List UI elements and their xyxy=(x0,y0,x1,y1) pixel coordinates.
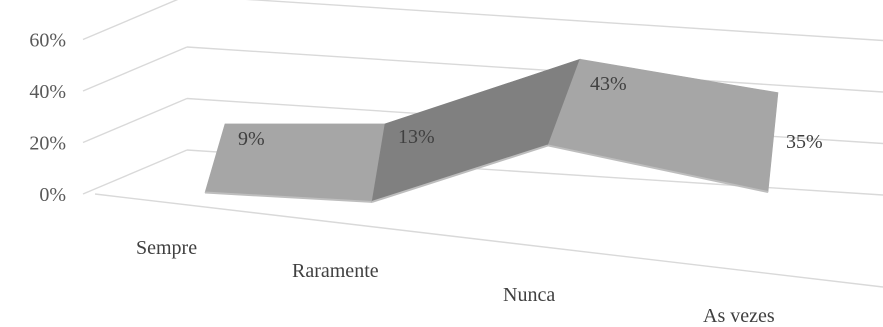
data-labels: 9% 13% 43% 35% xyxy=(238,73,823,153)
x-category-label: Nunca xyxy=(503,284,555,306)
data-label: 13% xyxy=(398,126,435,148)
x-category-label: Sempre xyxy=(136,237,197,259)
x-category-label: Raramente xyxy=(292,260,379,282)
y-tick-label: 20% xyxy=(29,133,66,155)
y-tick-label: 60% xyxy=(29,30,66,52)
data-label: 9% xyxy=(238,128,265,150)
ribbon-edge xyxy=(204,191,373,203)
gridline-side xyxy=(82,97,188,144)
gridline-side xyxy=(82,149,188,195)
y-axis-ticks: 0% 20% 40% 60% xyxy=(29,30,66,207)
gridline-side xyxy=(82,0,179,41)
ribbon-edge xyxy=(547,144,769,194)
category-labels: Sempre Raramente Nunca As vezes xyxy=(136,237,775,327)
x-category-label: As vezes xyxy=(703,305,775,327)
ribbon-segment xyxy=(204,123,386,203)
ribbon-edge xyxy=(371,144,549,203)
y-tick-label: 40% xyxy=(29,81,66,103)
y-tick-label: 0% xyxy=(39,184,66,206)
gridline-back xyxy=(245,0,883,42)
data-label: 35% xyxy=(786,131,823,153)
ribbon-segment xyxy=(547,58,779,193)
gridline-side xyxy=(82,46,188,92)
gridline-back xyxy=(186,46,883,93)
line-series xyxy=(204,58,779,203)
floor-front-edge xyxy=(94,193,883,288)
data-label: 43% xyxy=(590,73,627,95)
